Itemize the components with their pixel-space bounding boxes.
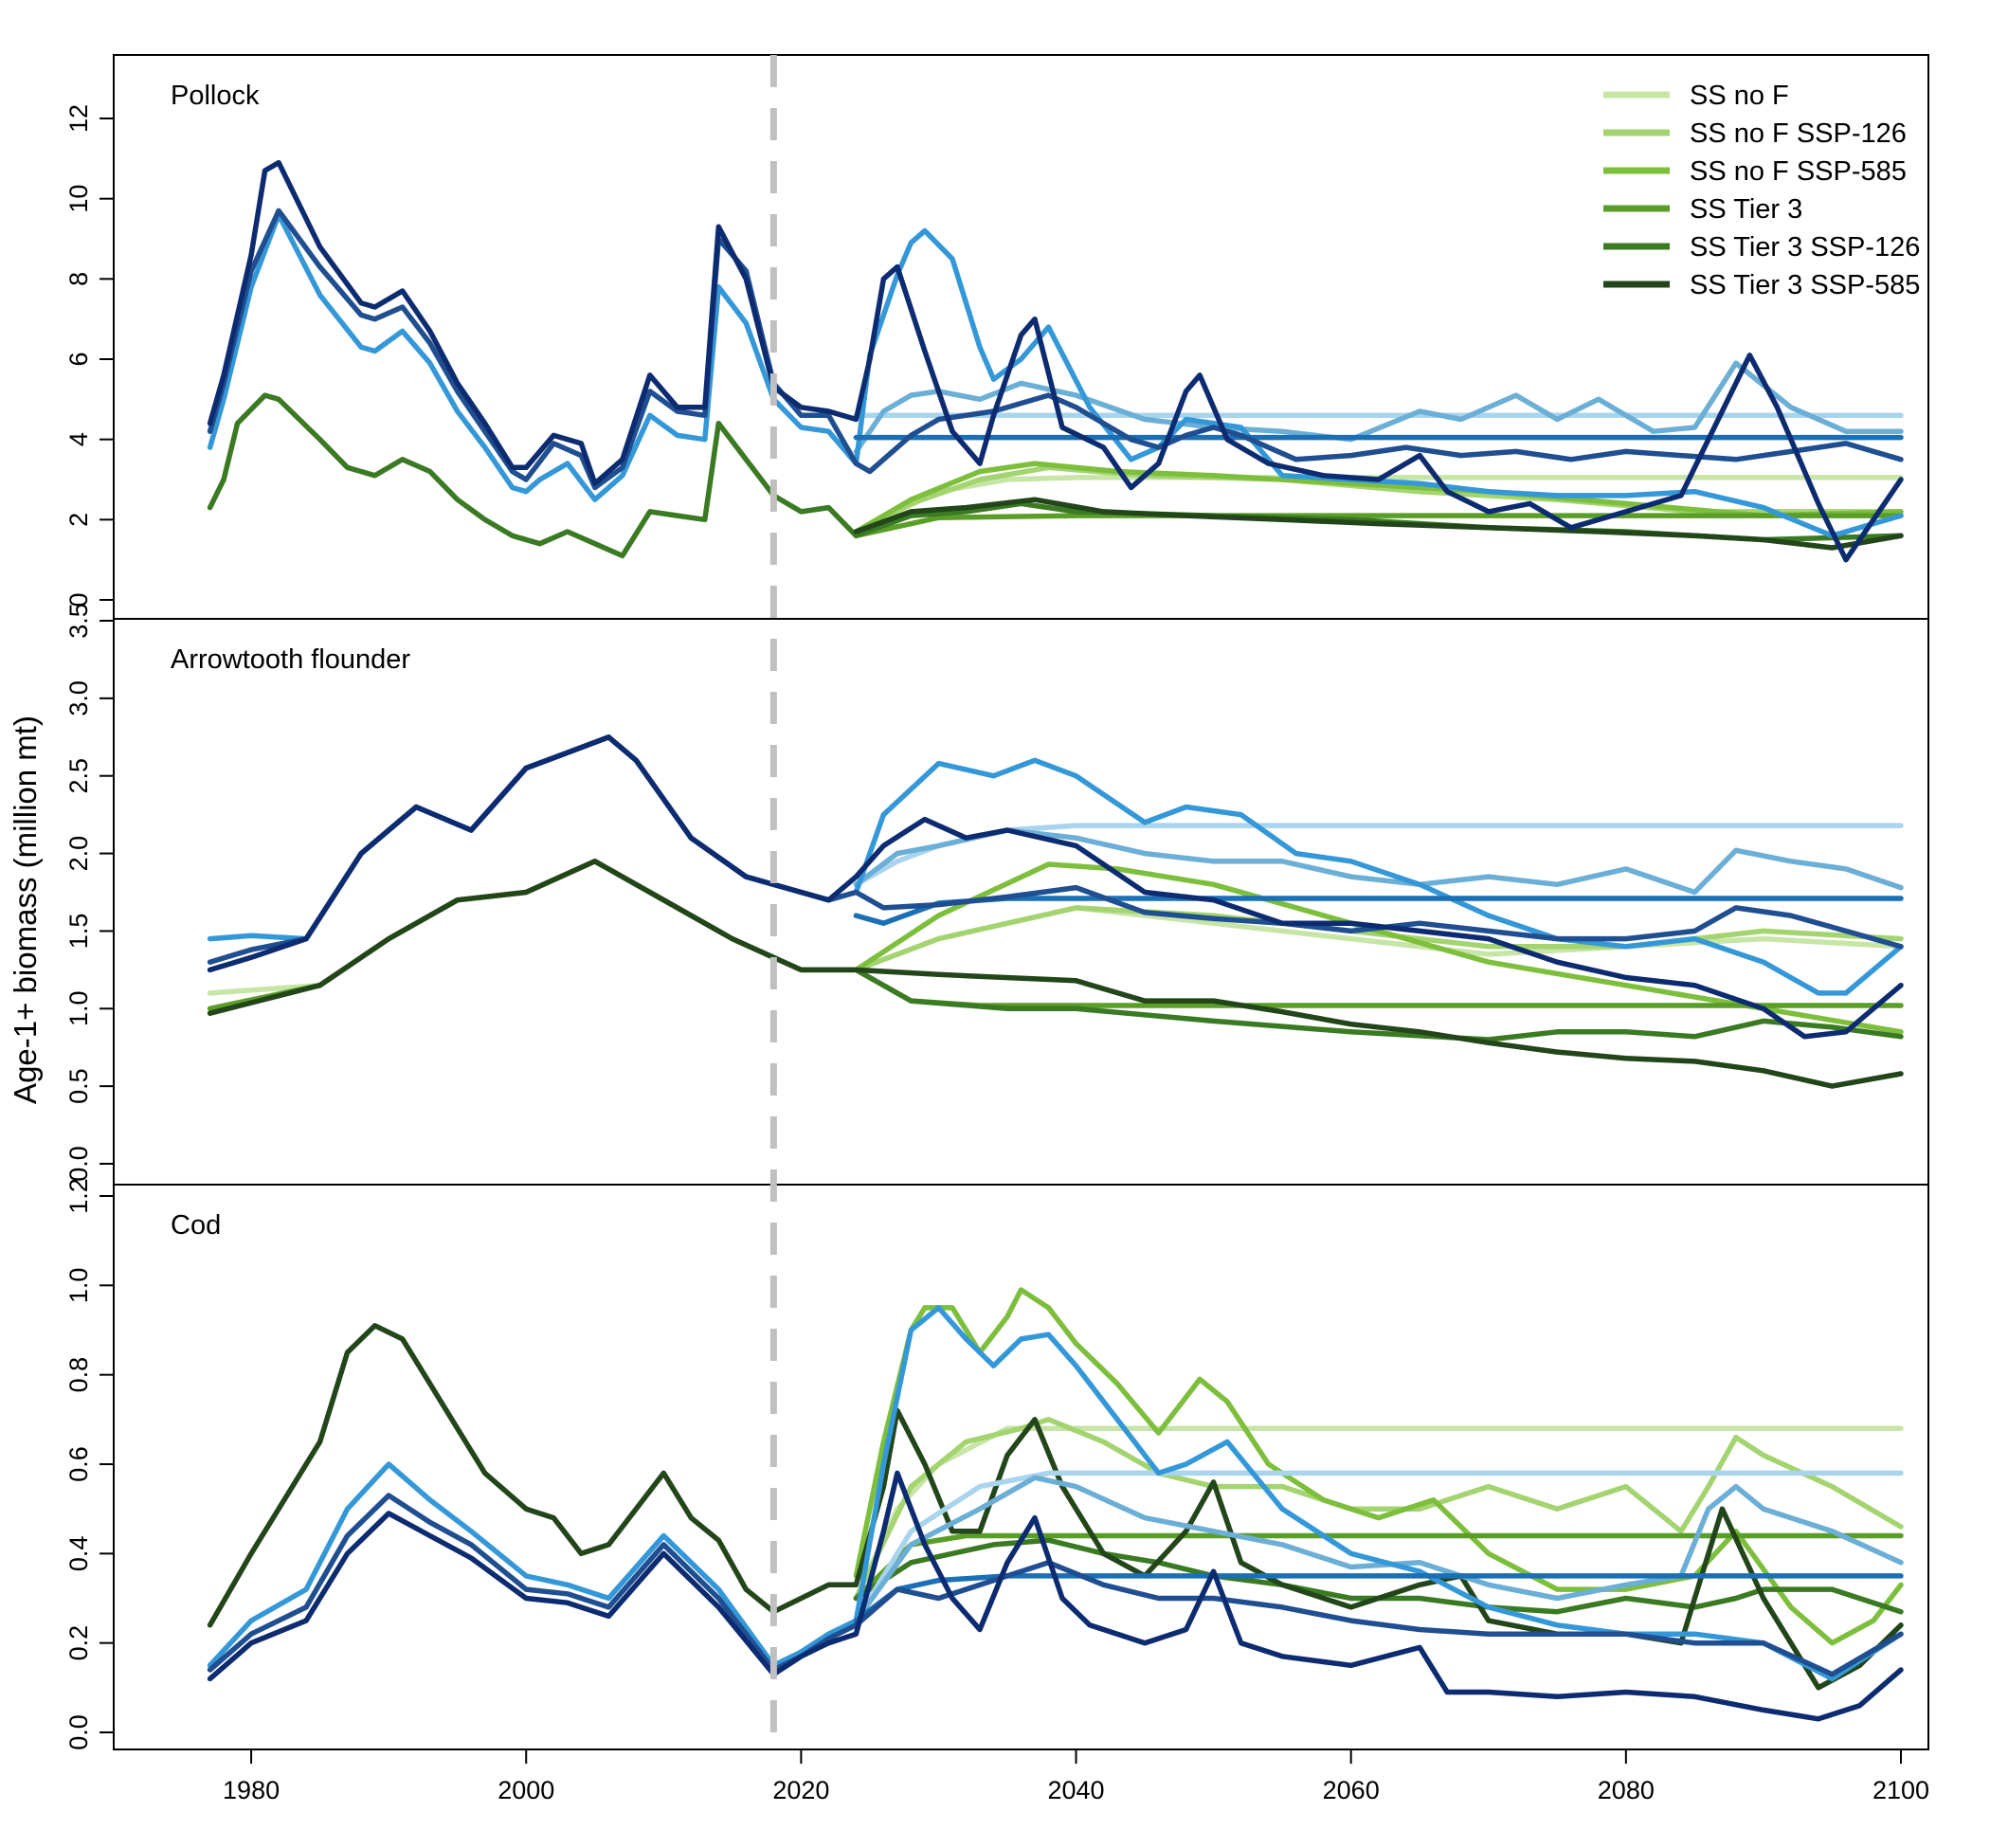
y-tick-label: 0 (64, 592, 93, 607)
y-tick-label: 2.0 (64, 836, 93, 872)
y-tick-label: 0.6 (64, 1446, 93, 1482)
x-tick-label: 1980 (223, 1776, 280, 1804)
series-line (853, 1287, 1904, 1646)
y-tick-label: 2.5 (64, 758, 93, 794)
panel-1: 0.0 0.5 1.0 1.5 2.0 2.5 3.0 3.5 Arrowtooth floun… (64, 603, 1929, 1186)
y-tick-label: 8 (64, 272, 93, 286)
series-line (207, 159, 1904, 563)
series-line (853, 461, 1904, 534)
x-tick-label: 2080 (1598, 1776, 1655, 1804)
series-line (853, 861, 1904, 1035)
y-tick-label: 6 (64, 352, 93, 366)
legend-entry: SS no F (1603, 81, 1789, 111)
x-tick-label: 2040 (1047, 1776, 1104, 1804)
legend-entry: SS no F SSP-585 (1603, 156, 1907, 187)
legend-label: SS Tier 3 SSP-126 (1690, 232, 1920, 263)
panel-title: Cod (171, 1210, 221, 1241)
y-tick-label: 0.0 (64, 1146, 93, 1182)
series-line (207, 734, 1904, 1040)
y-axis-label: Age-1+ biomass (million mt) (8, 716, 43, 1104)
panel-frame (113, 1184, 1929, 1750)
y-tick-label: 1.2 (64, 1178, 93, 1214)
y-tick-label: 4 (64, 432, 93, 446)
y-tick-label: 0.0 (64, 1714, 93, 1750)
legend-label: SS no F (1690, 81, 1789, 111)
y-tick-label: 2 (64, 513, 93, 527)
y-tick-label: 0.4 (64, 1536, 93, 1572)
y-tick-label: 1.0 (64, 991, 93, 1027)
series-line (853, 360, 1904, 455)
series-group (207, 734, 1904, 1089)
y-tick-label: 3.0 (64, 680, 93, 716)
series-line (207, 1305, 1904, 1682)
series-group (207, 159, 1904, 563)
legend-label: SS Tier 3 (1690, 194, 1802, 225)
legend-label: SS no F SSP-126 (1690, 118, 1907, 149)
legend-label: SS no F SSP-585 (1690, 156, 1907, 187)
legend-entry: SS Tier 3 SSP-126 (1603, 232, 1920, 263)
series-group (207, 1287, 1904, 1722)
legend-entry: SS Tier 3 (1603, 194, 1802, 225)
series-line (207, 1470, 1904, 1722)
panel-2: 0.0 0.2 0.4 0.6 0.8 1.0 1.2 Cod (64, 1178, 1929, 1750)
y-tick-label: 10 (64, 185, 93, 213)
x-axis: 1980 2000 2020 2040 2060 2080 2100 (223, 1749, 1929, 1804)
series-line (207, 859, 1904, 1089)
y-tick-label: 1.5 (64, 914, 93, 950)
panels-layer: 0 2 4 6 8 10 12 Pollock 0.0 0.5 1.0 1.5 2.0 2.5 3.0 3.5… (64, 54, 1929, 1750)
series-line (207, 1493, 1904, 1677)
legend-entry: SS no F SSP-126 (1603, 118, 1907, 149)
series-line (853, 1470, 1904, 1623)
series-line (853, 1417, 1904, 1602)
panel-0: 0 2 4 6 8 10 12 Pollock (64, 54, 1929, 620)
panel-title: Arrowtooth flounder (171, 644, 410, 675)
x-tick-label: 2060 (1323, 1776, 1380, 1804)
legend-entry: SS Tier 3 SSP-585 (1603, 270, 1920, 300)
y-tick-label: 3.5 (64, 603, 93, 639)
series-line (853, 497, 1904, 551)
x-tick-label: 2100 (1872, 1776, 1929, 1804)
series-line (207, 208, 1904, 491)
series-line (853, 1475, 1904, 1623)
y-tick-label: 0.2 (64, 1625, 93, 1661)
x-tick-label: 2020 (772, 1776, 829, 1804)
y-tick-label: 1.0 (64, 1268, 93, 1304)
legend-label: SS Tier 3 SSP-585 (1690, 270, 1920, 300)
series-line (207, 1323, 1904, 1691)
panel-title: Pollock (171, 81, 260, 111)
y-tick-label: 12 (64, 104, 93, 133)
y-tick-label: 0.5 (64, 1068, 93, 1104)
x-tick-label: 2000 (498, 1776, 554, 1804)
legend: SS no F SS no F SSP-126 SS no F SSP-585 SS … (1603, 81, 1920, 300)
y-tick-label: 0.8 (64, 1357, 93, 1393)
series-line (853, 513, 1904, 539)
series-line (853, 967, 1904, 1042)
